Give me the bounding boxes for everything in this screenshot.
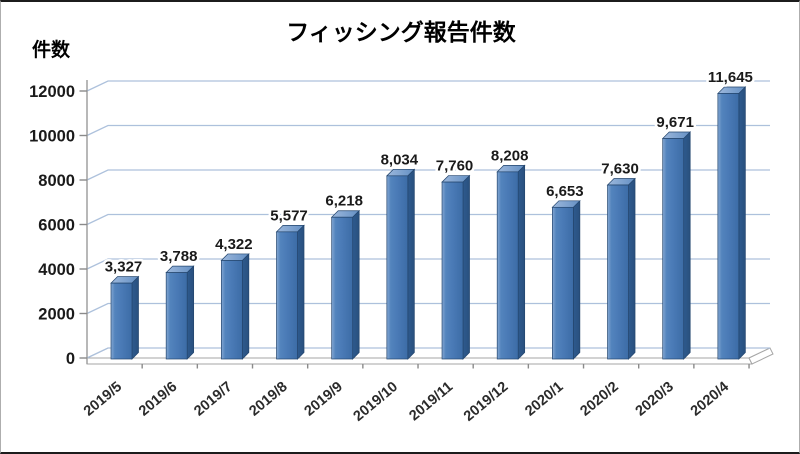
bar-front-face: [276, 231, 298, 360]
y-axis-tick-label: 8000: [38, 172, 75, 190]
bar-side-face: [517, 164, 526, 360]
bar-front-face: [552, 206, 574, 360]
gridline: [86, 302, 770, 315]
bar-value-label: 7,760: [436, 158, 474, 175]
gridline: [86, 258, 770, 270]
bar-value-label: 11,645: [708, 69, 753, 86]
bar-side-face: [738, 86, 746, 360]
bar-front-face: [607, 184, 629, 360]
bar-value-label: 3,327: [105, 259, 143, 276]
bar-side-face: [683, 131, 691, 360]
bar-front-face: [717, 93, 740, 360]
bar-value-label: 4,322: [215, 236, 253, 253]
bar: [441, 174, 471, 360]
gridline: [86, 124, 770, 137]
chart-title: フィッシング報告件数: [286, 19, 516, 45]
bar-value-labels: 3,327 3,788 4,322 5,577 6,218 8,034 7,760 8,208…: [102, 66, 755, 278]
bars: [110, 86, 747, 360]
y-axis-title: 件数: [32, 40, 71, 61]
bar-side-face: [297, 224, 305, 360]
bar-front-face: [386, 175, 409, 360]
y-axis-tick-label: 6000: [38, 217, 75, 235]
bar-value-label: 6,218: [325, 193, 363, 210]
bar-side-face: [407, 168, 415, 360]
x-axis-label: 2020/4: [688, 379, 732, 420]
bar: [330, 209, 361, 360]
bar-front-face: [220, 260, 243, 360]
x-axis-label: 2019/11: [406, 379, 456, 424]
y-axis: 0 2000 4000 6000 8000 10000 12000: [29, 80, 88, 368]
gridlines: [86, 80, 770, 359]
x-axis-label: 2020/3: [633, 379, 677, 420]
bar-front-face: [165, 272, 188, 360]
bar-value-label: 3,788: [160, 248, 198, 265]
x-axis-label: 2019/8: [246, 379, 290, 420]
bar: [220, 253, 250, 360]
bar-front-face: [662, 138, 685, 360]
bar-side-face: [186, 265, 195, 360]
bar-side-face: [241, 253, 250, 360]
x-axis-label: 2019/9: [302, 379, 346, 420]
y-axis-tick-label: 2000: [38, 306, 75, 324]
y-axis-tick-label: 4000: [38, 261, 75, 279]
floor-3d: [86, 347, 774, 365]
bar-front-face: [441, 181, 464, 360]
bar: [661, 131, 692, 360]
bar-value-label: 8,208: [491, 147, 529, 164]
bar: [606, 177, 636, 360]
bar: [110, 275, 140, 360]
x-axis-label: 2020/1: [522, 379, 566, 420]
bar-value-label: 8,034: [381, 151, 419, 168]
x-axis-label: 2019/6: [136, 379, 180, 420]
gridline: [86, 80, 770, 92]
x-axis-label: 2019/5: [81, 379, 125, 420]
bar-side-face: [462, 174, 470, 360]
x-axis: [141, 364, 750, 369]
bar: [496, 164, 526, 360]
x-axis-label: 2020/2: [577, 379, 621, 420]
bar: [165, 265, 195, 360]
bar-front-face: [496, 171, 519, 360]
y-axis-tick-label: 10000: [29, 128, 75, 146]
bar-side-face: [352, 209, 360, 360]
gridline: [86, 347, 770, 359]
x-axis-label: 2019/10: [351, 379, 401, 425]
y-axis-tick-label: 0: [66, 350, 75, 368]
bar-value-label: 7,630: [601, 161, 639, 178]
bar-front-face: [110, 282, 133, 360]
x-axis-label: 2019/7: [191, 379, 235, 420]
bar-side-face: [131, 275, 139, 360]
gridline: [86, 213, 770, 226]
bar: [386, 168, 416, 360]
bar-value-label: 9,671: [656, 114, 694, 131]
gridline: [86, 169, 770, 181]
x-axis-labels: 2019/5 2019/6 2019/7 2019/8 2019/9 2019/10 201…: [81, 379, 732, 425]
bar: [551, 199, 581, 360]
bar-side-face: [628, 177, 636, 360]
bar: [717, 86, 747, 360]
x-axis-label: 2019/12: [461, 379, 511, 425]
bar-front-face: [331, 216, 354, 360]
bar-value-label: 5,577: [270, 207, 308, 224]
bar-side-face: [573, 199, 581, 360]
bar: [275, 224, 305, 360]
y-axis-tick-label: 12000: [29, 83, 75, 101]
bar-value-label: 6,653: [546, 183, 584, 200]
